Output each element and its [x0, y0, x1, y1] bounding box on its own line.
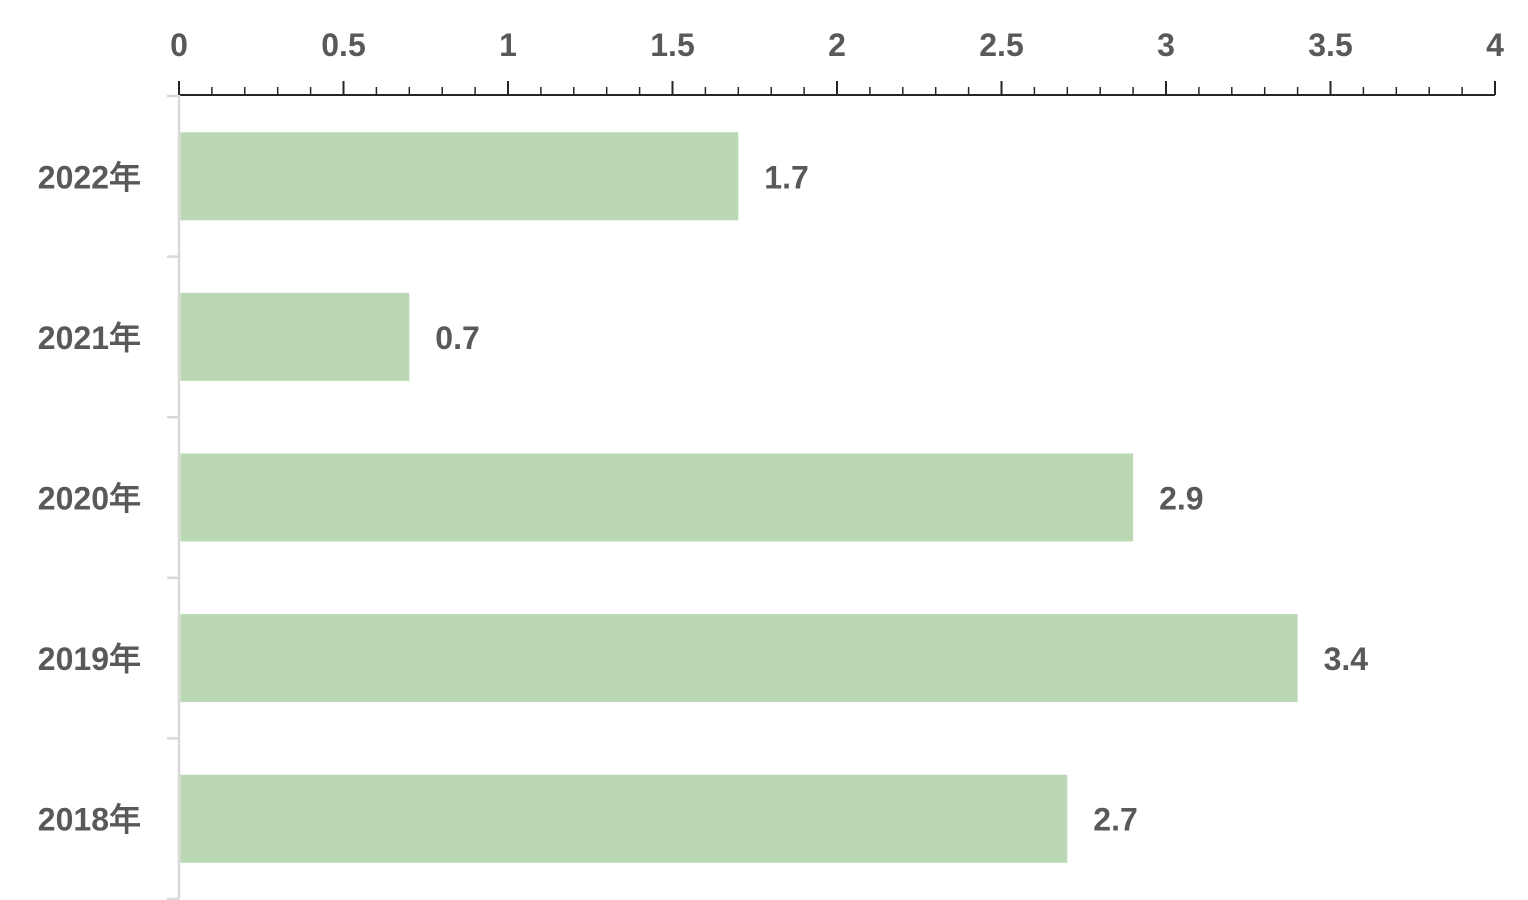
- value-axis-tick-label: 2.5: [979, 27, 1023, 63]
- category-label: 2020年: [38, 481, 141, 517]
- value-axis-tick-label: 4: [1486, 27, 1504, 63]
- data-label: 3.4: [1324, 641, 1369, 677]
- data-label: 0.7: [435, 320, 479, 356]
- bar: [180, 292, 410, 381]
- data-label: 2.9: [1159, 481, 1203, 517]
- bar: [180, 453, 1134, 542]
- bar: [180, 774, 1068, 863]
- category-label: 2022年: [38, 159, 141, 195]
- category-label: 2018年: [38, 802, 141, 838]
- category-label: 2019年: [38, 641, 141, 677]
- value-axis-tick-label: 1: [499, 27, 517, 63]
- value-axis: 0 0.5 1 1.5 2 2.5 3 3.5 4: [170, 27, 1504, 96]
- value-axis-tick-label: 1.5: [650, 27, 694, 63]
- value-axis-tick-label: 0.5: [321, 27, 365, 63]
- category-label: 2021年: [38, 320, 141, 356]
- bar-series: [180, 132, 1298, 863]
- data-labels: 1.7 0.7 2.9 3.4 2.7: [435, 159, 1368, 837]
- bar: [180, 132, 739, 221]
- value-axis-tick-label: 2: [828, 27, 846, 63]
- value-axis-tick-label: 0: [170, 27, 188, 63]
- value-axis-tick-label: 3: [1157, 27, 1175, 63]
- bar: [180, 614, 1298, 703]
- data-label: 1.7: [764, 159, 808, 195]
- category-axis: 2022年 2021年 2020年 2019年 2018年: [38, 94, 181, 900]
- data-label: 2.7: [1093, 802, 1137, 838]
- value-axis-tick-label: 3.5: [1308, 27, 1352, 63]
